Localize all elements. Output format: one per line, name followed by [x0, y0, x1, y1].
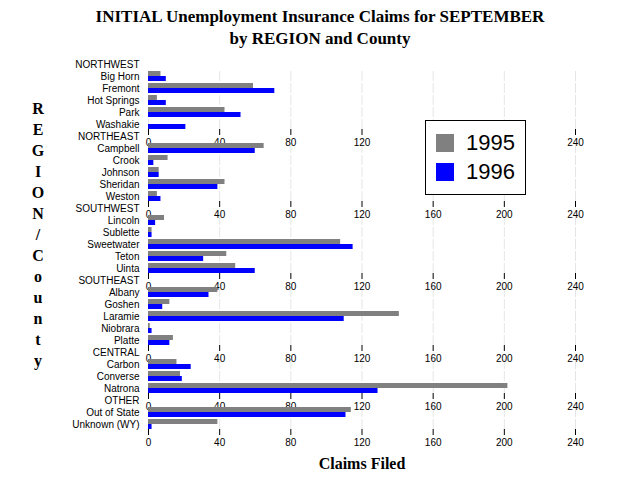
svg-text:240: 240 — [567, 137, 584, 148]
svg-text:40: 40 — [214, 209, 226, 220]
html-text:O: O — [31, 184, 45, 201]
svg-text:Lincoln: Lincoln — [108, 215, 140, 226]
svg-text:240: 240 — [567, 281, 584, 292]
svg-text:40: 40 — [214, 437, 226, 448]
svg-text:Big Horn: Big Horn — [101, 71, 140, 82]
svg-text:120: 120 — [354, 437, 371, 448]
svg-text:200: 200 — [496, 437, 513, 448]
svg-text:80: 80 — [285, 353, 297, 364]
svg-text:0: 0 — [145, 352, 152, 364]
svg-text:Sweetwater: Sweetwater — [87, 239, 140, 250]
svg-text:200: 200 — [496, 209, 513, 220]
svg-text:Sheridan: Sheridan — [99, 179, 139, 190]
html-text:R: R — [32, 100, 44, 117]
svg-text:OTHER: OTHER — [105, 395, 140, 406]
svg-text:Albany: Albany — [109, 287, 140, 298]
html-text:N: N — [32, 205, 44, 222]
svg-text:80: 80 — [285, 137, 297, 148]
svg-text:40: 40 — [214, 353, 226, 364]
svg-text:80: 80 — [285, 281, 297, 292]
svg-text:Johnson: Johnson — [102, 167, 140, 178]
svg-text:200: 200 — [496, 353, 513, 364]
svg-text:0: 0 — [145, 400, 152, 412]
svg-text:40: 40 — [214, 136, 226, 148]
svg-text:Claims Filed: Claims Filed — [319, 455, 406, 472]
svg-text:Teton: Teton — [115, 251, 139, 262]
svg-text:Park: Park — [119, 107, 141, 118]
html-text:E: E — [32, 121, 44, 138]
svg-text:200: 200 — [496, 401, 513, 412]
svg-text:80: 80 — [285, 437, 297, 448]
svg-text:NORTHWEST: NORTHWEST — [75, 59, 139, 70]
html-text:G: G — [31, 142, 45, 159]
svg-text:160: 160 — [425, 401, 442, 412]
svg-text:Niobrara: Niobrara — [101, 323, 140, 334]
svg-text:0: 0 — [146, 437, 152, 448]
svg-text:Hot Springs: Hot Springs — [87, 95, 139, 106]
svg-text:SOUTHEAST: SOUTHEAST — [78, 275, 139, 286]
html-text:n: n — [33, 310, 43, 327]
svg-text:NORTHEAST: NORTHEAST — [78, 131, 140, 142]
svg-text:Carbon: Carbon — [107, 359, 140, 370]
svg-text:40: 40 — [214, 400, 226, 412]
svg-text:Converse: Converse — [97, 371, 140, 382]
html-text:I: I — [34, 163, 42, 180]
svg-text:80: 80 — [285, 400, 297, 412]
svg-text:0: 0 — [145, 280, 152, 292]
svg-text:120: 120 — [354, 353, 371, 364]
svg-text:160: 160 — [425, 353, 442, 364]
html-text:y: y — [34, 352, 42, 369]
svg-text:160: 160 — [425, 209, 442, 220]
svg-text:80: 80 — [285, 209, 297, 220]
html-text:1995: 1995 — [466, 130, 515, 155]
svg-text:120: 120 — [354, 281, 371, 292]
svg-text:Crook: Crook — [113, 155, 141, 166]
svg-text:Platte: Platte — [114, 335, 140, 346]
html-text:t: t — [35, 331, 41, 348]
svg-text:200: 200 — [496, 281, 513, 292]
svg-text:160: 160 — [425, 281, 442, 292]
svg-text:40: 40 — [214, 280, 226, 292]
svg-text:Campbell: Campbell — [97, 143, 139, 154]
svg-text:240: 240 — [567, 353, 584, 364]
svg-text:120: 120 — [354, 209, 371, 220]
svg-text:CENTRAL: CENTRAL — [93, 347, 140, 358]
html-text:u: u — [33, 289, 43, 306]
svg-text:Goshen: Goshen — [104, 299, 139, 310]
svg-text:120: 120 — [354, 401, 371, 412]
svg-text:240: 240 — [567, 437, 584, 448]
svg-text:SOUTHWEST: SOUTHWEST — [76, 203, 140, 214]
svg-text:0: 0 — [145, 208, 152, 220]
svg-text:Laramie: Laramie — [103, 311, 140, 322]
svg-text:240: 240 — [567, 209, 584, 220]
svg-text:Out of State: Out of State — [86, 407, 140, 418]
svg-text:Uinta: Uinta — [116, 263, 140, 274]
svg-text:Unknown (WY): Unknown (WY) — [72, 419, 139, 430]
svg-text:120: 120 — [354, 137, 371, 148]
svg-text:Washakie: Washakie — [96, 119, 140, 130]
html-text:INITIAL Unemployment Insurance: INITIAL Unemployment Insurance Claims fo… — [95, 7, 545, 26]
html-text:o: o — [34, 268, 42, 285]
svg-text:Sublette: Sublette — [103, 227, 140, 238]
html-text:C: C — [32, 247, 44, 264]
svg-text:Natrona: Natrona — [104, 383, 140, 394]
html-text:by REGION and County: by REGION and County — [229, 29, 411, 48]
svg-text:Fremont: Fremont — [102, 83, 139, 94]
svg-text:160: 160 — [425, 437, 442, 448]
html-text:1996: 1996 — [466, 159, 515, 184]
svg-text:240: 240 — [567, 401, 584, 412]
svg-text:Weston: Weston — [106, 191, 140, 202]
svg-text:0: 0 — [145, 136, 152, 148]
